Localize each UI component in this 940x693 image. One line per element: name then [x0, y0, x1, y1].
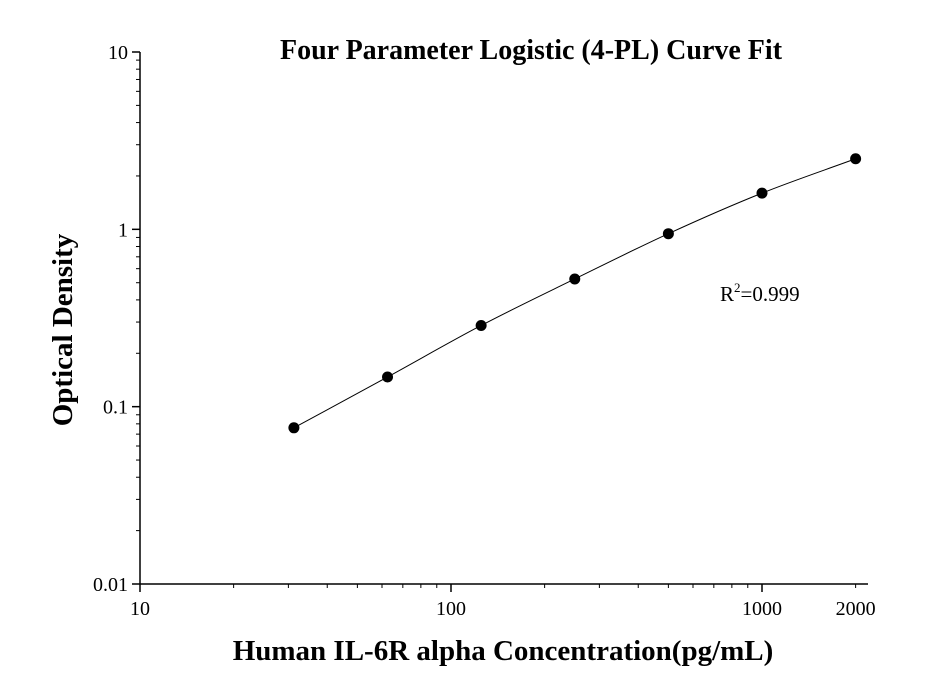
y-tick-label: 0.01 [93, 574, 128, 596]
x-tick-label: 2000 [836, 598, 876, 620]
x-tick-label: 1000 [742, 598, 782, 620]
r-squared-superscript: 2 [734, 280, 741, 295]
tick-labels: 0.01 0.1 1 10 10 100 1000 2000 [93, 42, 876, 620]
data-point [382, 371, 394, 383]
data-point [662, 228, 674, 240]
x-axis-label: Human IL-6R alpha Concentration(pg/mL) [233, 635, 774, 667]
y-tick-label: 10 [108, 42, 128, 64]
r-squared-value: =0.999 [741, 282, 800, 306]
r-squared-annotation: R2=0.999 [720, 280, 800, 306]
x-tick-label: 100 [436, 598, 466, 620]
y-tick-label: 0.1 [103, 397, 128, 419]
y-axis-label: Optical Density [47, 233, 79, 426]
data-point [475, 319, 487, 331]
tick-marks [132, 51, 857, 592]
x-tick-label: 10 [130, 598, 150, 620]
data-point [569, 273, 581, 285]
data-point [850, 153, 862, 165]
axes [139, 52, 868, 585]
chart-title: Four Parameter Logistic (4-PL) Curve Fit [280, 35, 783, 66]
r-squared-base: R [720, 282, 734, 306]
data-point [288, 422, 300, 434]
data-point [756, 187, 768, 199]
data-points [288, 153, 862, 434]
y-tick-label: 1 [118, 219, 128, 241]
